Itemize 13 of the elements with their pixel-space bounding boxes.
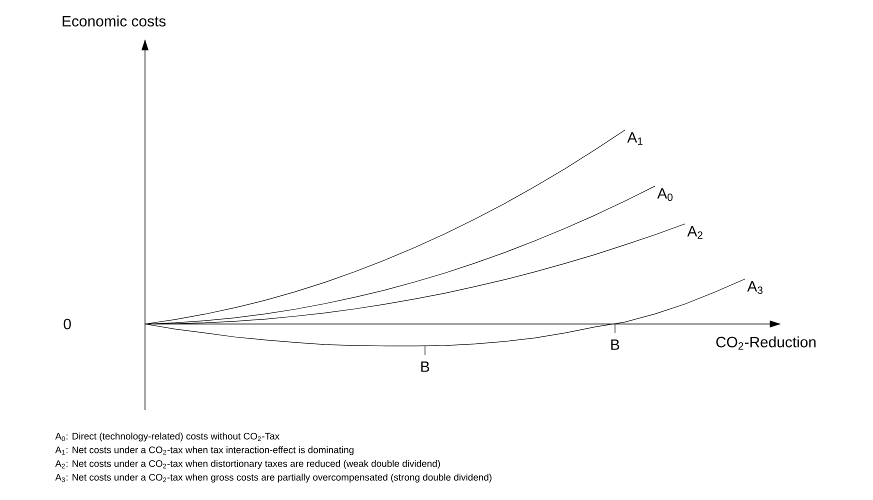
text: A$_{3}$: Net costs under a CO$_{2}$-tax when gross costs are partially overcompensated (strong double dividend): [55, 474, 492, 483]
annotation: B: [611, 340, 620, 350]
text: A$_{0}$: Direct (technology-related) costs without CO$_{2}$-Tax: [55, 432, 280, 442]
text: Economic costs: [62, 16, 166, 26]
series-label: A$_{3}$: [747, 281, 763, 294]
text: 0: [64, 318, 71, 330]
text: A$_{1}$: Net costs under a CO$_{2}$-tax when tax interaction-effect is dominating: [55, 446, 354, 456]
series-label: A$_{2}$: [687, 226, 702, 239]
x-axis-title: CO$_{2}$-Reduction: [716, 336, 816, 350]
text: A$_{2}$: Net costs under a CO$_{2}$-tax when distortionary taxes are reduced (weak double dividend): [55, 460, 440, 469]
series-label: A$_{1}$: [627, 132, 642, 145]
series-label: A$_{0}$: [657, 188, 673, 202]
text: B: [421, 362, 430, 372]
